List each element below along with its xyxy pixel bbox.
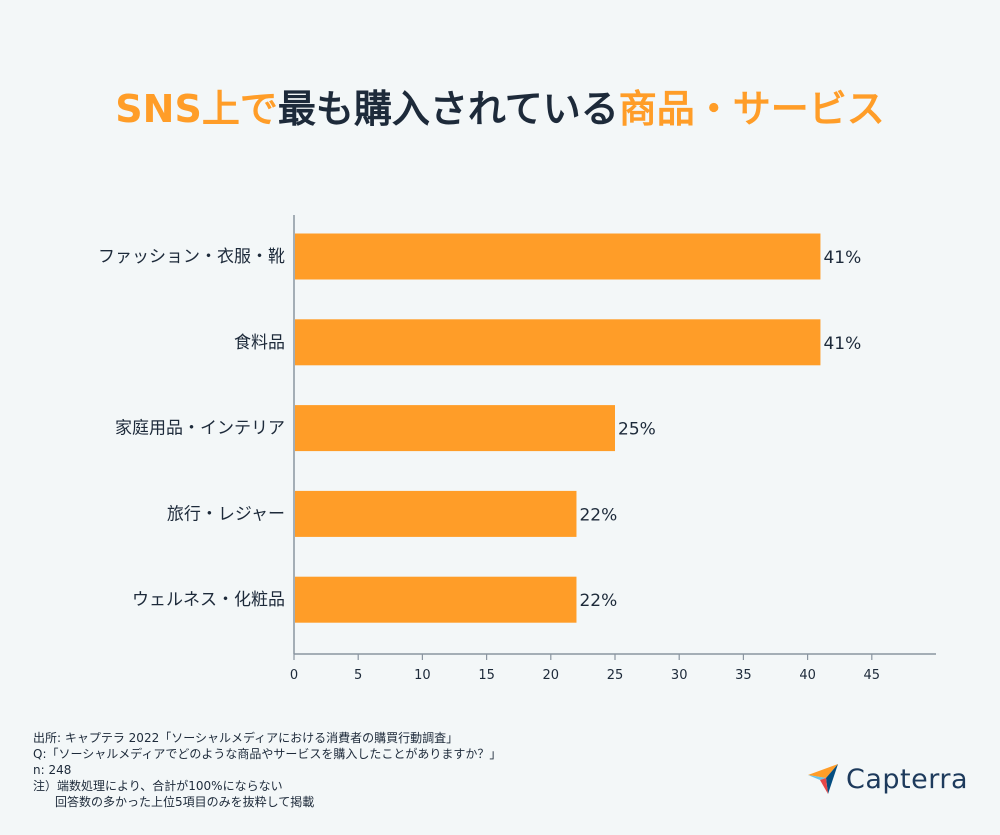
bar (295, 576, 577, 623)
category-label: ウェルネス・化粧品 (132, 590, 285, 610)
category-label: 食料品 (234, 333, 285, 353)
source-note: 出所: キャプテラ 2022「ソーシャルメディアにおける消費者の購買行動調査」 (33, 731, 459, 745)
x-tick-label: 0 (290, 668, 298, 683)
capterra-logo-text: Capterra (846, 763, 969, 795)
selection-note: 回答数の多かった上位5項目のみを抜粋して掲載 (55, 795, 315, 809)
question-note: Q:「ソーシャルメディアでどのような商品やサービスを購入したことがありますか？」 (33, 747, 502, 761)
capterra-logo: Capterra (806, 759, 976, 799)
x-tick-label: 10 (414, 668, 431, 683)
category-label: ファッション・衣服・靴 (98, 247, 285, 267)
data-label: 41% (823, 334, 861, 354)
bar-chart-svg: 0 5 10 15 20 25 30 35 40 45 ファッション・衣服・靴 41% 食料品 41% 家庭… (98, 215, 936, 683)
x-tick-label: 25 (607, 668, 624, 683)
data-label: 22% (579, 591, 617, 611)
sample-size-note: n: 248 (33, 763, 72, 777)
bar (295, 233, 821, 280)
x-tick-label: 30 (671, 668, 688, 683)
x-tick-label: 45 (864, 668, 881, 683)
title-part-1: SNS上で (115, 87, 278, 131)
x-tick-label: 15 (478, 668, 495, 683)
footnotes: 出所: キャプテラ 2022「ソーシャルメディアにおける消費者の購買行動調査」 … (33, 730, 501, 810)
bar (295, 319, 821, 366)
rounding-note: 注）端数処理により、合計が100%にならない (33, 779, 283, 793)
data-label: 41% (823, 248, 861, 268)
title-part-3: 商品・サービス (618, 87, 885, 131)
chart-title: SNS上で最も購入されている商品・サービス (0, 78, 1000, 133)
data-label: 22% (579, 505, 617, 525)
x-tick-label: 40 (799, 668, 816, 683)
category-label: 旅行・レジャー (167, 504, 285, 524)
x-tick-label: 5 (354, 668, 362, 683)
bar-chart: 0 5 10 15 20 25 30 35 40 45 ファッション・衣服・靴 41% 食料品 41% 家庭… (98, 215, 936, 683)
data-label: 25% (618, 420, 656, 440)
x-tick-label: 35 (735, 668, 752, 683)
x-tick-label: 20 (543, 668, 560, 683)
capterra-arrow-icon (808, 764, 838, 794)
title-part-2: 最も購入されている (277, 87, 619, 131)
bar (295, 490, 577, 537)
bar (295, 405, 615, 452)
category-label: 家庭用品・インテリア (115, 419, 285, 439)
